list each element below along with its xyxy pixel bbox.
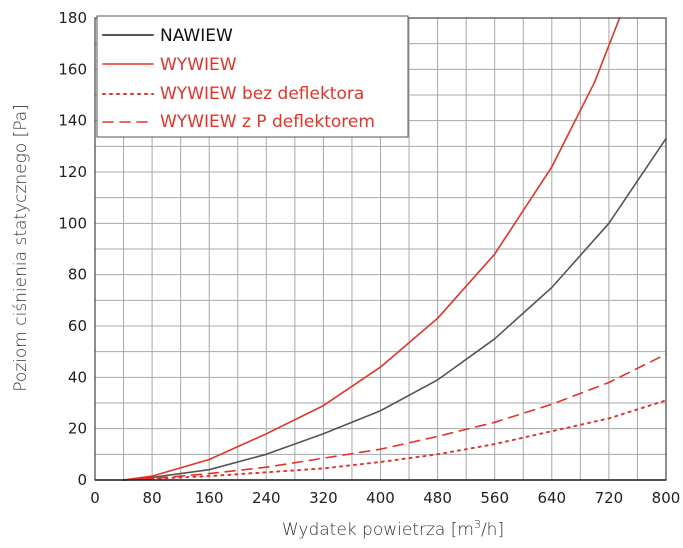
x-tick-label: 640 [537, 489, 566, 507]
tick-labels: 0 80 160 240 320 400 480 560 640 720 800 0 20 40 60 80 1… [58, 9, 680, 507]
y-axis-title: Poziom ciśnienia statycznego [Pa] [11, 104, 31, 392]
series-line-2 [122, 399, 667, 481]
x-tick-label: 240 [252, 489, 281, 507]
y-tick-label: 20 [68, 420, 87, 438]
x-axis-title-main: Wydatek powietrza [m [282, 520, 474, 540]
y-tick-label: 80 [68, 266, 87, 284]
x-tick-label: 720 [595, 489, 624, 507]
y-tick-label: 180 [58, 9, 87, 27]
series-line-3 [122, 353, 667, 481]
legend: NAWIEW WYWIEW WYWIEW bez deflektora WYWI… [96, 15, 409, 138]
series-group [122, 17, 667, 481]
y-tick-label: 0 [77, 471, 87, 489]
y-tick-label: 40 [68, 368, 87, 386]
y-tick-label: 100 [58, 214, 87, 232]
legend-label-nawiew: NAWIEW [160, 26, 233, 46]
y-tick-label: 60 [68, 317, 87, 335]
y-tick-label: 140 [58, 112, 87, 130]
x-axis-title: Wydatek powietrza [m3/h] [282, 518, 504, 540]
x-tick-label: 160 [195, 489, 224, 507]
series-line-0 [122, 137, 667, 481]
legend-box [96, 15, 409, 138]
x-axis-title-tail: /h] [481, 520, 504, 540]
x-tick-label: 800 [652, 489, 681, 507]
y-tick-label: 160 [58, 60, 87, 78]
x-tick-label: 80 [143, 489, 162, 507]
x-axis-title-sup: 3 [474, 518, 481, 531]
legend-label-wywiew-bez-deflektora: WYWIEW bez deflektora [160, 84, 364, 104]
legend-label-wywiew-z-p-deflektorem: WYWIEW z P deflektorem [160, 112, 375, 132]
x-tick-label: 0 [90, 489, 100, 507]
legend-label-wywiew: WYWIEW [160, 55, 237, 75]
x-tick-label: 320 [309, 489, 338, 507]
x-tick-label: 480 [423, 489, 452, 507]
x-tick-label: 400 [366, 489, 395, 507]
y-tick-label: 120 [58, 163, 87, 181]
x-tick-label: 560 [480, 489, 509, 507]
series-line-1 [122, 17, 621, 481]
